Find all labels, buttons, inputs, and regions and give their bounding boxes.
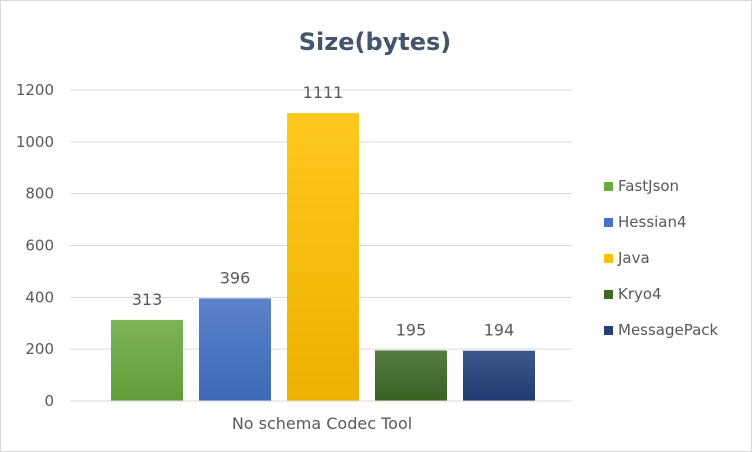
y-tick-label: 600 xyxy=(25,237,54,255)
legend-label-java: Java xyxy=(617,249,650,267)
legend: FastJson Hessian4 Java Kryo4 MessagePack xyxy=(604,177,719,339)
bar-hessian4 xyxy=(199,298,271,401)
data-label-hessian4: 396 xyxy=(220,268,251,287)
data-label-messagepack: 194 xyxy=(484,321,515,340)
y-tick-label: 1000 xyxy=(16,133,54,151)
data-label-java: 1111 xyxy=(303,83,344,102)
bar-kryo4 xyxy=(375,350,447,401)
data-label-kryo4: 195 xyxy=(396,320,427,339)
legend-label-kryo4: Kryo4 xyxy=(618,285,662,303)
bars xyxy=(111,113,535,402)
y-tick-label: 400 xyxy=(25,288,54,306)
y-tick-label: 200 xyxy=(25,340,54,358)
legend-swatch-fastjson xyxy=(604,182,613,191)
legend-label-fastjson: FastJson xyxy=(618,177,679,195)
y-tick-label: 0 xyxy=(44,392,54,410)
category-label: No schema Codec Tool xyxy=(232,414,412,433)
bar-messagepack xyxy=(463,350,535,401)
legend-swatch-hessian4 xyxy=(604,218,613,227)
bar-fastjson xyxy=(111,319,183,401)
legend-swatch-kryo4 xyxy=(604,290,613,299)
data-labels: 313 396 1111 195 194 xyxy=(132,83,515,340)
bar-java xyxy=(287,113,359,402)
y-axis-ticks: 0 200 400 600 800 1000 1200 xyxy=(16,81,54,410)
legend-label-messagepack: MessagePack xyxy=(618,321,719,339)
y-tick-label: 800 xyxy=(25,185,54,203)
legend-swatch-java xyxy=(604,254,613,263)
legend-swatch-messagepack xyxy=(604,326,613,335)
y-tick-label: 1200 xyxy=(16,81,54,99)
data-label-fastjson: 313 xyxy=(132,290,163,309)
legend-label-hessian4: Hessian4 xyxy=(618,213,687,231)
chart-title: Size(bytes) xyxy=(299,28,452,56)
